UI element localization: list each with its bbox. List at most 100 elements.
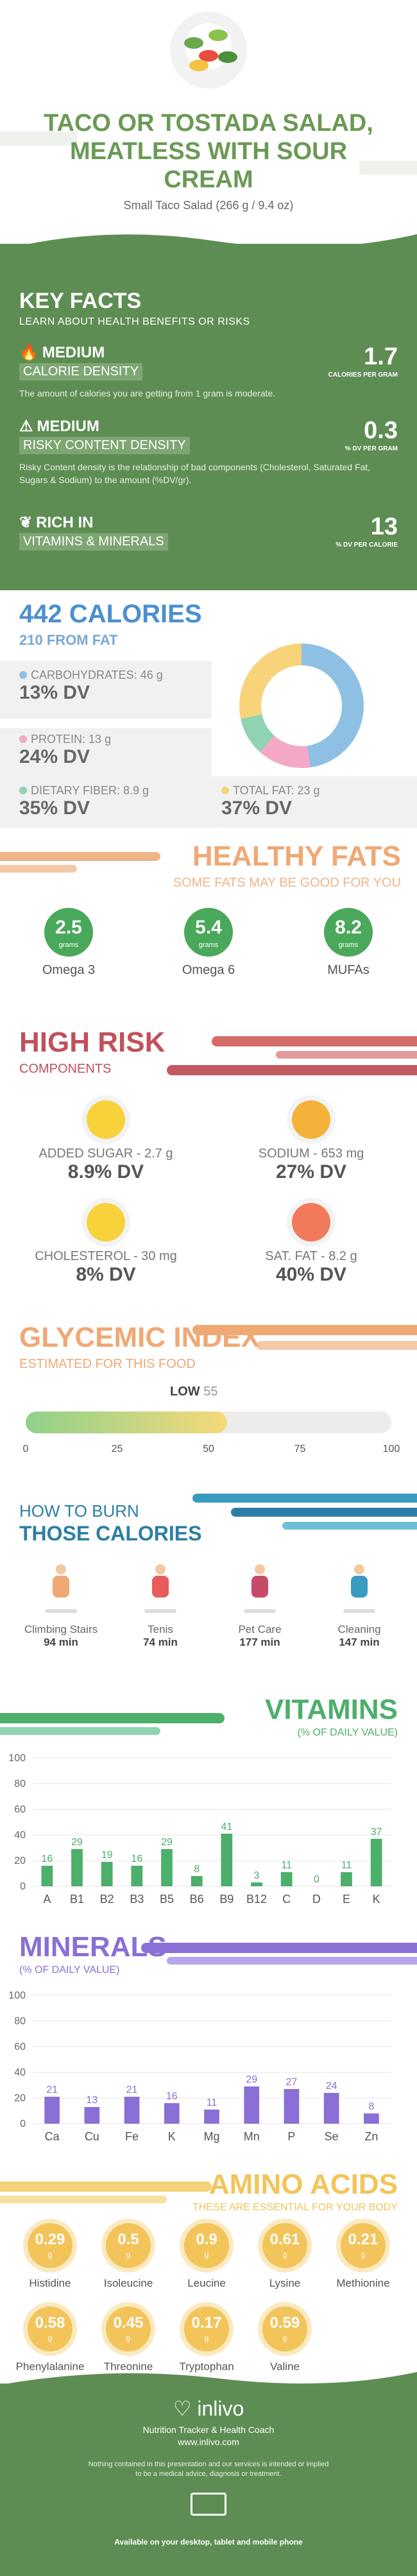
bar	[41, 1866, 53, 1886]
bar-value-label: 8	[194, 1864, 200, 1875]
salad-image	[170, 12, 247, 89]
bar	[131, 1866, 143, 1886]
bar	[370, 1839, 382, 1886]
category-label: Se	[325, 2130, 339, 2143]
risk-sat-fat: SAT. FAT - 8.2 g 40% DV	[221, 1203, 401, 1286]
high-risk-subtitle: COMPONENTS	[19, 1062, 112, 1076]
happy-face-icon	[87, 1203, 125, 1241]
risk-cholesterol: CHOLESTEROL - 30 mg 8% DV	[16, 1203, 196, 1286]
happy-face-icon	[292, 1100, 330, 1139]
burn-activity: Tenis 74 min	[112, 1559, 208, 1649]
bar	[251, 1882, 262, 1886]
glycemic-tick: 75	[294, 1444, 306, 1454]
key-facts-section: KEY FACTS LEARN ABOUT HEALTH BENEFITS OR…	[0, 234, 417, 590]
wave-bottom	[0, 571, 417, 590]
bar-value-label: 27	[286, 2077, 298, 2088]
key-fact-risky-density: ⚠ MEDIUM RISKY CONTENT DENSITY 0.3 % DV P…	[19, 417, 398, 485]
macro-fat: TOTAL FAT: 23 g 37% DV	[221, 784, 320, 819]
footer-disclaimer-2: to be a medical advice, diagnosis or tre…	[135, 2470, 282, 2478]
happy-face-icon	[87, 1100, 125, 1139]
glycemic-tick: 100	[382, 1444, 400, 1454]
glycemic-title: GLYCEMIC INDEX	[19, 1322, 260, 1353]
bar	[280, 1872, 293, 1886]
category-label: B2	[100, 1893, 114, 1906]
category-label: B5	[160, 1893, 174, 1906]
y-tick-label: 40	[14, 2067, 26, 2078]
minerals-subtitle: (% OF DAILY VALUE)	[19, 1965, 120, 1975]
category-label: B12	[246, 1893, 267, 1906]
bar	[323, 2093, 339, 2124]
glycemic-tick: 50	[203, 1444, 214, 1454]
activity-icon	[337, 1559, 382, 1617]
category-label: B3	[130, 1893, 144, 1906]
glycemic-tick: 25	[111, 1444, 123, 1454]
warning-icon: ⚠	[19, 418, 33, 435]
vitamins-chart: 0 20 40 60 80 100 16 A 29 B1 19 B2 16 B3 29 B5 8 B6 41 B9 3 B…	[8, 1753, 391, 1906]
bar	[204, 2110, 219, 2124]
glycemic-section: GLYCEMIC INDEX ESTIMATED FOR THIS FOOD L…	[0, 1322, 417, 1482]
key-fact-calorie-density: 🔥 MEDIUM CALORIE DENSITY 1.7 CALORIES PER…	[19, 343, 398, 398]
macro-fiber: DIETARY FIBER: 8.9 g 35% DV	[19, 784, 149, 819]
fire-icon: 🔥	[19, 344, 38, 361]
footer-tagline: Nutrition Tracker & Health Coach	[142, 2425, 275, 2435]
page-title: TACO OR TOSTADA SALAD, MEATLESS WITH SOU…	[44, 110, 373, 193]
y-tick-label: 60	[14, 1804, 26, 1815]
bar-value-label: 3	[254, 1870, 260, 1881]
glycemic-subtitle: ESTIMATED FOR THIS FOOD	[19, 1357, 196, 1371]
vitamins-title: VITAMINS	[265, 1694, 398, 1725]
bar	[341, 1872, 352, 1886]
glycemic-tick: 0	[22, 1444, 29, 1454]
bar-value-label: 13	[86, 2095, 98, 2106]
amino-acid: 0.9 g Leucine	[168, 2223, 245, 2290]
bar-value-label: 16	[131, 1854, 142, 1864]
activity-icon	[38, 1559, 83, 1617]
bar-value-label: 21	[46, 2085, 58, 2095]
healthy-fats-section: HEALTHY FATS SOME FATS MAY BE GOOD FOR Y…	[0, 834, 417, 1014]
burn-section: HOW TO BURN THOSE CALORIES Climbing Stai…	[0, 1488, 417, 1694]
amino-section: AMINO ACIDS THESE ARE ESSENTIAL FOR YOUR…	[0, 2169, 417, 2380]
bar-value-label: 29	[71, 1837, 83, 1848]
healthy-fats-title: HEALTHY FATS	[192, 840, 401, 872]
bar	[161, 1849, 173, 1886]
footer-url[interactable]: www.inlivo.com	[178, 2437, 239, 2447]
bar-value-label: 41	[221, 1821, 232, 1832]
bar-value-label: 11	[341, 1860, 352, 1871]
amino-acid: 0.58 g Phenylalanine	[12, 2307, 89, 2373]
category-label: Ca	[45, 2130, 60, 2143]
footer-brand: ♡ inlivo	[173, 2397, 244, 2420]
minerals-title: MINERALS	[19, 1931, 167, 1963]
footer: ♡ inlivo Nutrition Tracker & Health Coac…	[0, 2372, 417, 2576]
bar	[221, 1834, 233, 1886]
bar-value-label: 16	[41, 1854, 53, 1864]
y-tick-label: 100	[8, 1990, 26, 2001]
y-tick-label: 0	[20, 2119, 26, 2129]
bar-value-label: 21	[126, 2085, 138, 2095]
category-label: K	[373, 1893, 380, 1906]
category-label: B1	[70, 1893, 84, 1906]
bar	[124, 2097, 140, 2124]
bar-value-label: 19	[101, 1850, 113, 1861]
footer-available: Available on your desktop, tablet and mo…	[114, 2538, 303, 2546]
minerals-section: MINERALS (% OF DAILY VALUE) 0 20 40 60 80 100…	[0, 1931, 417, 2169]
bar	[101, 1862, 113, 1886]
bar	[164, 2103, 180, 2124]
y-tick-label: 80	[14, 2016, 26, 2027]
vitamins-section: VITAMINS (% OF DAILY VALUE) 0 20 40 60 80 100…	[0, 1694, 417, 1931]
leaf-icon: ❦	[19, 514, 33, 531]
amino-title: AMINO ACIDS	[208, 2169, 398, 2200]
healthy-fats-subtitle: SOME FATS MAY BE GOOD FOR YOU	[173, 876, 401, 890]
category-label: Zn	[364, 2130, 378, 2143]
bar-value-label: 29	[161, 1837, 173, 1848]
minerals-chart: 0 20 40 60 80 100 21 Ca 13 Cu 21 Fe 16 K 11 Mg 29 Mn 27 P 24…	[8, 1990, 391, 2143]
bar	[44, 2097, 60, 2124]
amino-acid: 0.45 g Threonine	[90, 2307, 167, 2373]
y-tick-label: 80	[14, 1778, 26, 1789]
risk-sodium: SODIUM - 653 mg 27% DV	[221, 1100, 401, 1183]
high-risk-title: HIGH RISK	[19, 1027, 166, 1058]
calories-section: 442 CALORIES 210 FROM FAT CARBOHYDRATES:…	[0, 597, 417, 828]
macro-donut-chart	[239, 644, 364, 768]
burn-title-1: HOW TO BURN	[19, 1501, 139, 1521]
bar	[84, 2107, 100, 2124]
burn-activity: Cleaning 147 min	[311, 1559, 407, 1649]
y-tick-label: 20	[14, 2093, 26, 2104]
